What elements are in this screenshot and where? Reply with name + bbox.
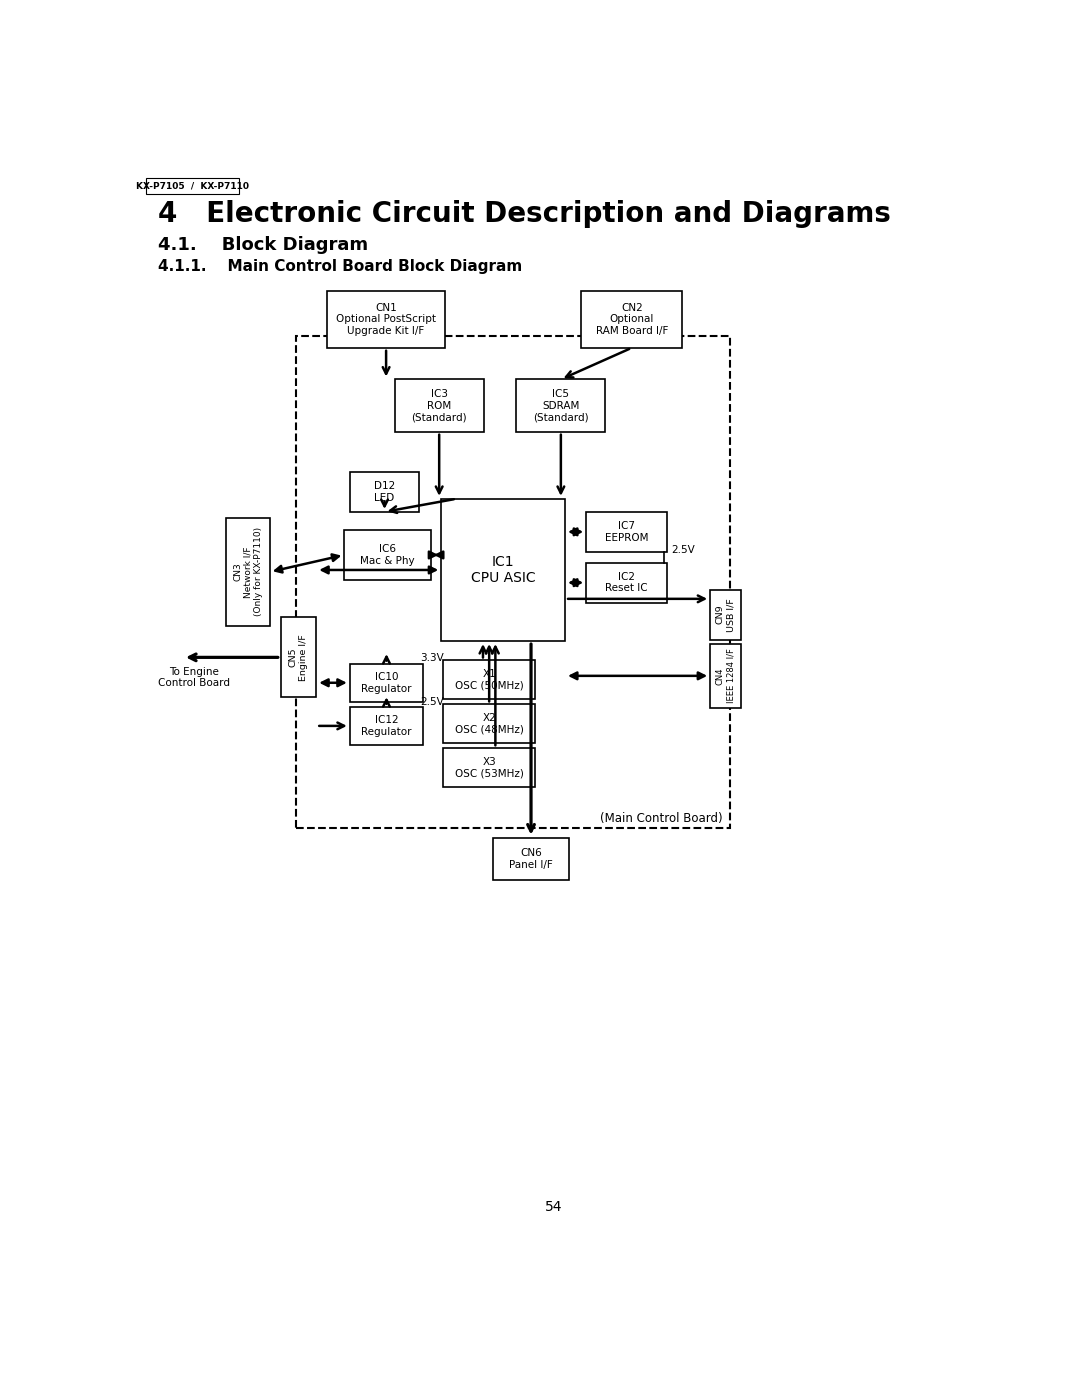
Bar — [586, 511, 667, 552]
Bar — [281, 617, 316, 697]
Text: IC5
SDRAM
(Standard): IC5 SDRAM (Standard) — [534, 388, 589, 422]
Bar — [444, 661, 535, 698]
Bar — [516, 380, 606, 432]
Text: CN1
Optional PostScript
Upgrade Kit I/F: CN1 Optional PostScript Upgrade Kit I/F — [336, 303, 436, 335]
Text: 4   Electronic Circuit Description and Diagrams: 4 Electronic Circuit Description and Dia… — [159, 200, 891, 228]
Text: KX-P7105  /  KX-P7110: KX-P7105 / KX-P7110 — [136, 182, 248, 190]
Text: CN4
IEEE 1284 I/F: CN4 IEEE 1284 I/F — [716, 648, 735, 703]
Text: D12
LED: D12 LED — [374, 481, 395, 503]
Text: IC12
Regulator: IC12 Regulator — [361, 715, 411, 736]
Text: 4.1.1.    Main Control Board Block Diagram: 4.1.1. Main Control Board Block Diagram — [159, 258, 523, 274]
Bar — [710, 590, 741, 640]
Bar — [327, 291, 445, 348]
Bar — [146, 179, 239, 194]
Text: 2.5V: 2.5V — [420, 697, 444, 707]
Text: CN5
Engine I/F: CN5 Engine I/F — [288, 634, 308, 680]
Bar — [350, 707, 423, 745]
Text: IC10
Regulator: IC10 Regulator — [361, 672, 411, 693]
Text: CN3
Network I/F
(Only for KX-P7110): CN3 Network I/F (Only for KX-P7110) — [233, 527, 264, 616]
Bar — [710, 644, 741, 708]
Text: X3
OSC (53MHz): X3 OSC (53MHz) — [455, 757, 524, 778]
Bar — [394, 380, 484, 432]
Text: To Engine
Control Board: To Engine Control Board — [159, 666, 230, 689]
Text: 2.5V: 2.5V — [672, 545, 696, 556]
Text: IC2
Reset IC: IC2 Reset IC — [606, 571, 648, 594]
Bar — [494, 838, 569, 880]
Bar — [581, 291, 683, 348]
Text: IC3
ROM
(Standard): IC3 ROM (Standard) — [411, 388, 467, 422]
Bar — [444, 749, 535, 787]
Text: (Main Control Board): (Main Control Board) — [600, 812, 723, 824]
Text: CN9
USB I/F: CN9 USB I/F — [716, 598, 735, 631]
Bar — [350, 472, 419, 511]
Bar — [296, 335, 730, 828]
Text: 54: 54 — [544, 1200, 563, 1214]
Bar — [345, 529, 431, 580]
Text: X2
OSC (48MHz): X2 OSC (48MHz) — [455, 712, 524, 735]
Bar — [444, 704, 535, 743]
Text: CN2
Optional
RAM Board I/F: CN2 Optional RAM Board I/F — [595, 303, 667, 335]
Text: 4.1.    Block Diagram: 4.1. Block Diagram — [159, 236, 368, 254]
Text: CN6
Panel I/F: CN6 Panel I/F — [509, 848, 553, 869]
Text: IC7
EEPROM: IC7 EEPROM — [605, 521, 648, 542]
Text: IC1
CPU ASIC: IC1 CPU ASIC — [471, 555, 536, 585]
Bar — [350, 664, 423, 703]
Bar — [586, 563, 667, 602]
Text: IC6
Mac & Phy: IC6 Mac & Phy — [361, 545, 415, 566]
Bar — [441, 499, 565, 641]
Text: X1
OSC (50MHz): X1 OSC (50MHz) — [455, 669, 524, 690]
Bar — [227, 518, 270, 626]
Text: 3.3V: 3.3V — [420, 654, 444, 664]
